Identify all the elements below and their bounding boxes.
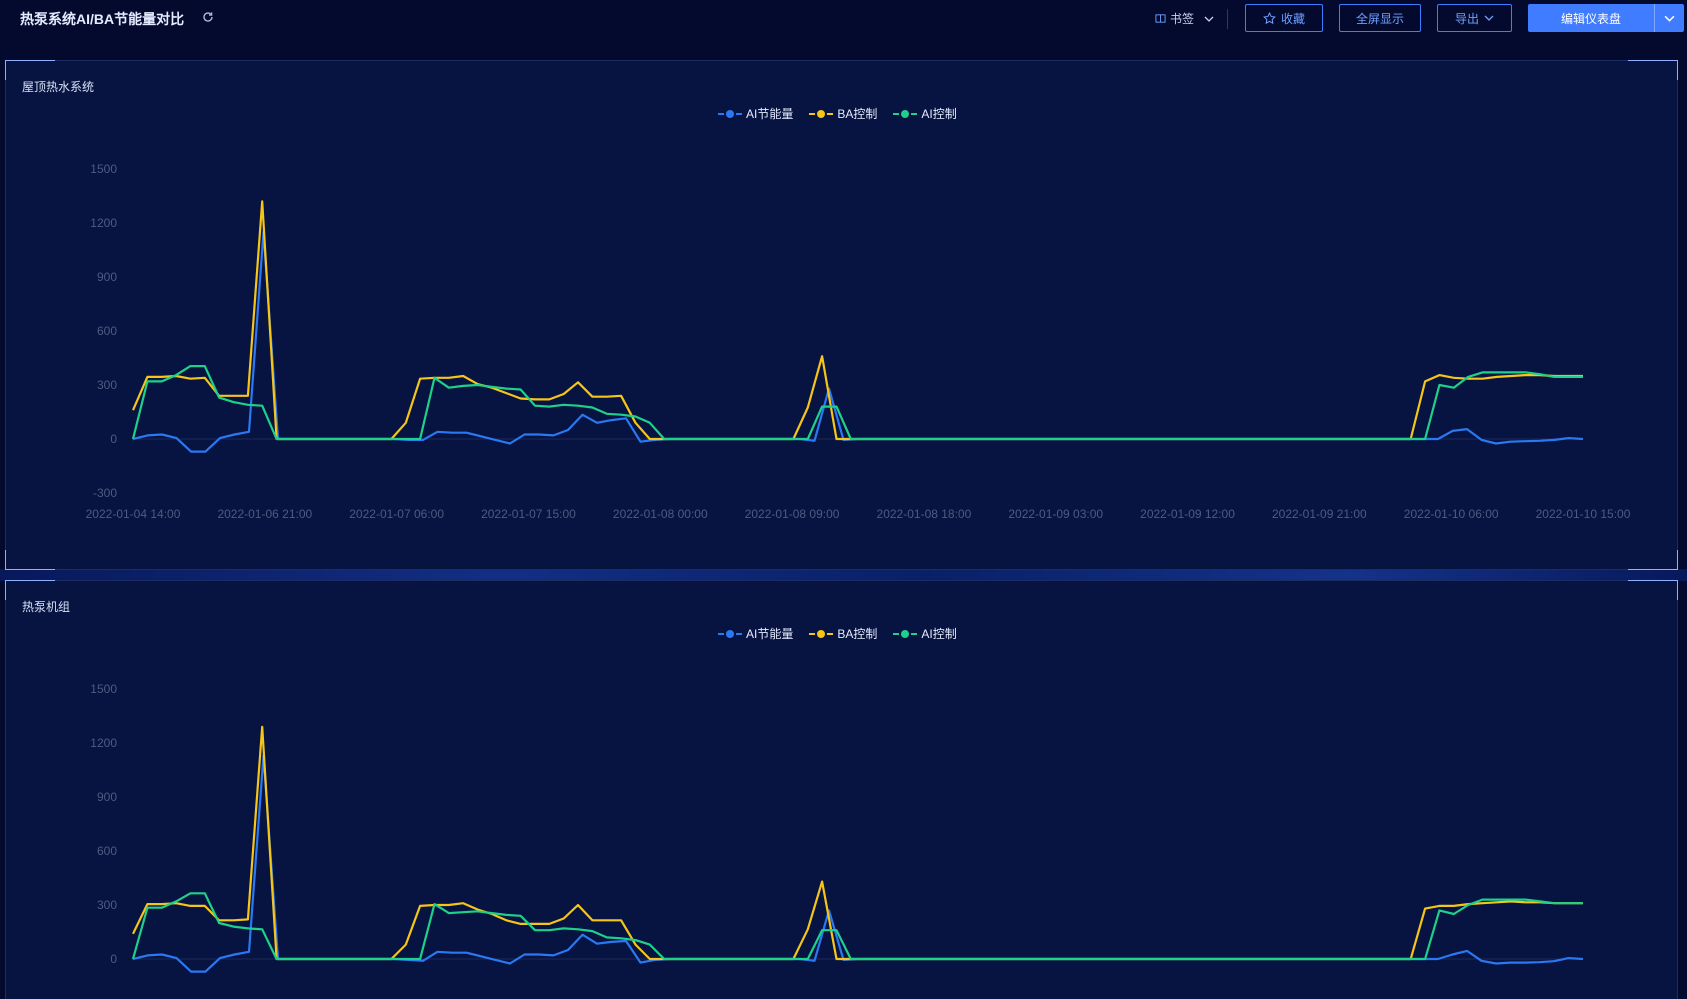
legend-item-ai-saving[interactable]: AI节能量 xyxy=(718,625,793,642)
chevron-down-icon xyxy=(1204,16,1214,22)
chevron-down-icon xyxy=(1664,15,1675,22)
bookmark-dropdown[interactable]: 书签 xyxy=(1155,10,1214,27)
series-line-ai-saving[interactable] xyxy=(132,754,1584,973)
series-line-ai-control[interactable] xyxy=(131,892,1583,961)
legend-item-ba-control[interactable]: BA控制 xyxy=(809,625,877,642)
y-tick-label: 900 xyxy=(97,790,117,804)
legend-label: BA控制 xyxy=(837,627,878,641)
x-tick-label: 2022-01-09 03:00 xyxy=(1008,507,1103,521)
y-tick-label: 1500 xyxy=(90,162,117,176)
legend-swatch xyxy=(893,107,918,120)
line-chart-rooftop: 1500 1200 900 600 300 0 -300 2022-01-04 14:00 20… xyxy=(86,162,1631,521)
y-tick-label: 900 xyxy=(97,270,117,284)
y-tick-label: 0 xyxy=(110,432,117,446)
legend-label: AI控制 xyxy=(921,627,957,641)
y-tick-label: 600 xyxy=(97,324,117,338)
y-tick-label: -300 xyxy=(93,486,117,500)
panel-corner xyxy=(5,550,55,570)
y-tick-label: 1200 xyxy=(90,736,117,750)
legend-label: AI节能量 xyxy=(746,107,794,121)
legend-item-ai-control[interactable]: AI控制 xyxy=(893,625,957,642)
export-button[interactable]: 导出 xyxy=(1437,4,1512,32)
top-bar: 热泵系统AI/BA节能量对比 书签 收藏 全屏显示 导出 编辑仪表盘 xyxy=(0,0,1687,40)
refresh-icon[interactable] xyxy=(200,9,216,25)
legend-label: AI节能量 xyxy=(746,627,794,641)
y-tick-label: 300 xyxy=(97,898,117,912)
star-icon xyxy=(1263,11,1276,24)
legend-swatch xyxy=(893,627,918,640)
y-tick-label: 1500 xyxy=(90,682,117,696)
edit-dashboard-label: 编辑仪表盘 xyxy=(1560,11,1621,26)
x-tick-label: 2022-01-09 12:00 xyxy=(1140,507,1235,521)
x-tick-label: 2022-01-04 14:00 xyxy=(86,507,181,521)
y-tick-label: 600 xyxy=(97,844,117,858)
favorite-label: 收藏 xyxy=(1280,11,1305,26)
legend-swatch xyxy=(809,627,834,640)
legend-swatch xyxy=(718,627,742,640)
panel-divider-glow xyxy=(0,569,1687,581)
legend-swatch xyxy=(718,107,742,120)
panel-title: 屋顶热水系统 xyxy=(22,80,95,94)
bookmark-icon xyxy=(1155,14,1166,23)
panel-corner xyxy=(1628,60,1678,80)
panel-corner xyxy=(1628,580,1678,600)
x-tick-label: 2022-01-08 09:00 xyxy=(745,507,840,521)
chart-panel-heatpump: 热泵机组 AI节能量 BA控制 AI控制 1500 1200 900 600 300 0 xyxy=(5,580,1678,999)
chart-legend: AI节能量 BA控制 AI控制 xyxy=(718,625,957,642)
legend-label: AI控制 xyxy=(921,107,957,121)
chart-panel-rooftop: 屋顶热水系统 AI节能量 BA控制 AI控制 1500 1200 900 600 300… xyxy=(5,60,1678,570)
legend-item-ba-control[interactable]: BA控制 xyxy=(809,105,877,122)
fullscreen-label: 全屏显示 xyxy=(1355,11,1404,26)
y-tick-label: 0 xyxy=(110,952,117,966)
page-title: 热泵系统AI/BA节能量对比 xyxy=(20,11,185,27)
line-chart-heatpump: 1500 1200 900 600 300 0 xyxy=(90,682,1584,973)
legend-label: BA控制 xyxy=(837,107,878,121)
legend-swatch xyxy=(809,107,834,120)
x-tick-label: 2022-01-08 18:00 xyxy=(877,507,972,521)
fullscreen-button[interactable]: 全屏显示 xyxy=(1339,4,1421,32)
edit-dashboard-button[interactable]: 编辑仪表盘 xyxy=(1528,4,1684,32)
series-line-ba-control[interactable] xyxy=(132,725,1583,961)
divider xyxy=(1227,9,1228,29)
panel-corner xyxy=(1628,550,1678,570)
x-tick-label: 2022-01-07 06:00 xyxy=(349,507,444,521)
x-tick-label: 2022-01-10 06:00 xyxy=(1404,507,1499,521)
chevron-down-icon xyxy=(1484,15,1494,21)
export-label: 导出 xyxy=(1454,11,1479,26)
series-line-ai-control[interactable] xyxy=(131,365,1583,441)
x-tick-label: 2022-01-10 15:00 xyxy=(1536,507,1631,521)
bookmark-label: 书签 xyxy=(1170,12,1195,26)
panel-title: 热泵机组 xyxy=(22,600,71,614)
chart-legend: AI节能量 BA控制 AI控制 xyxy=(718,105,957,122)
favorite-button[interactable]: 收藏 xyxy=(1245,4,1323,32)
series-line-ba-control[interactable] xyxy=(131,200,1583,441)
x-tick-label: 2022-01-08 00:00 xyxy=(613,507,708,521)
button-split-divider xyxy=(1654,4,1655,32)
y-tick-label: 1200 xyxy=(90,216,117,230)
x-tick-label: 2022-01-06 21:00 xyxy=(217,507,312,521)
x-tick-label: 2022-01-07 15:00 xyxy=(481,507,576,521)
panel-corner xyxy=(5,580,55,600)
panel-corner xyxy=(5,60,55,80)
legend-item-ai-control[interactable]: AI控制 xyxy=(893,105,957,122)
legend-item-ai-saving[interactable]: AI节能量 xyxy=(718,105,793,122)
x-tick-label: 2022-01-09 21:00 xyxy=(1272,507,1367,521)
series-line-ai-saving[interactable] xyxy=(132,230,1584,453)
edit-dashboard-dropdown[interactable] xyxy=(1655,13,1684,24)
y-tick-label: 300 xyxy=(97,378,117,392)
